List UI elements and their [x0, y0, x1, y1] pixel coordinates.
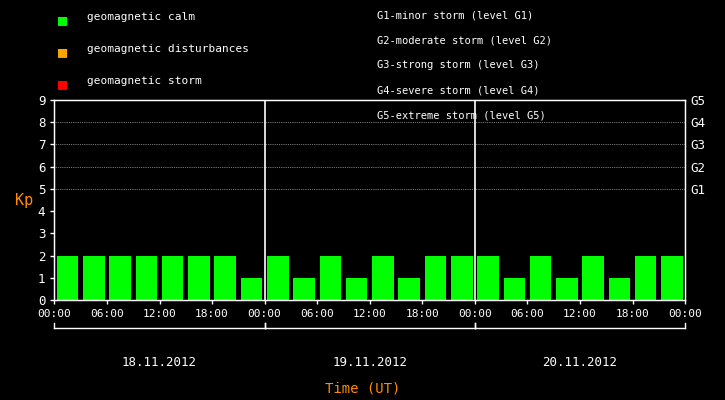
- Text: geomagnetic storm: geomagnetic storm: [87, 76, 202, 86]
- Text: G1-minor storm (level G1): G1-minor storm (level G1): [377, 10, 534, 20]
- Text: G2-moderate storm (level G2): G2-moderate storm (level G2): [377, 35, 552, 45]
- Bar: [556, 278, 578, 300]
- Text: 20.11.2012: 20.11.2012: [542, 356, 618, 368]
- Bar: [504, 278, 525, 300]
- Text: ■: ■: [58, 76, 67, 91]
- Bar: [635, 256, 656, 300]
- Bar: [372, 256, 394, 300]
- Bar: [188, 256, 210, 300]
- Bar: [320, 256, 341, 300]
- Bar: [530, 256, 551, 300]
- Text: 18.11.2012: 18.11.2012: [122, 356, 197, 368]
- Bar: [136, 256, 157, 300]
- Text: geomagnetic calm: geomagnetic calm: [87, 12, 195, 22]
- Bar: [294, 278, 315, 300]
- Text: ■: ■: [58, 44, 67, 59]
- Text: G3-strong storm (level G3): G3-strong storm (level G3): [377, 60, 539, 70]
- Text: G4-severe storm (level G4): G4-severe storm (level G4): [377, 86, 539, 96]
- Bar: [451, 256, 473, 300]
- Bar: [109, 256, 130, 300]
- Y-axis label: Kp: Kp: [14, 192, 33, 208]
- Bar: [83, 256, 104, 300]
- Bar: [162, 256, 183, 300]
- Bar: [267, 256, 289, 300]
- Text: ■: ■: [58, 12, 67, 27]
- Bar: [215, 256, 236, 300]
- Bar: [477, 256, 499, 300]
- Text: 19.11.2012: 19.11.2012: [332, 356, 407, 368]
- Text: G5-extreme storm (level G5): G5-extreme storm (level G5): [377, 111, 546, 121]
- Bar: [582, 256, 604, 300]
- Bar: [241, 278, 262, 300]
- Bar: [57, 256, 78, 300]
- Bar: [661, 256, 683, 300]
- Text: geomagnetic disturbances: geomagnetic disturbances: [87, 44, 249, 54]
- Bar: [346, 278, 368, 300]
- Bar: [609, 278, 630, 300]
- Text: Time (UT): Time (UT): [325, 382, 400, 396]
- Bar: [425, 256, 446, 300]
- Bar: [399, 278, 420, 300]
